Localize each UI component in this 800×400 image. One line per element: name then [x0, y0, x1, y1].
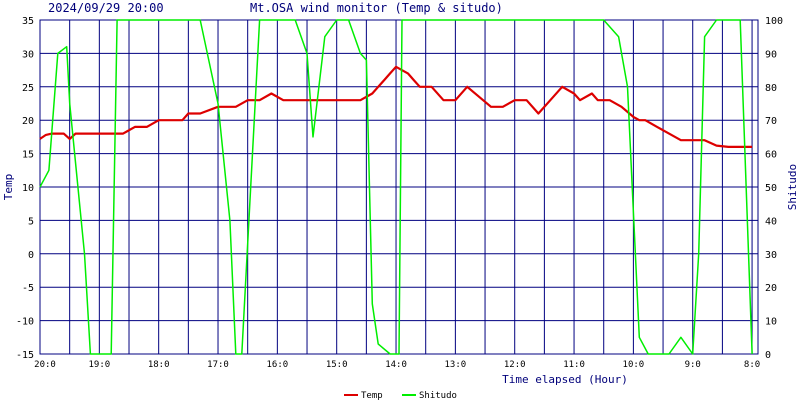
y-tick-left: -10	[16, 317, 34, 328]
y-tick-left: 20	[22, 116, 34, 127]
y-axis-right-label: Shitudo	[786, 164, 799, 210]
y-tick-left: -15	[16, 350, 34, 361]
series-line-temp	[39, 65, 753, 148]
legend-label-shitudo: Shitudo	[419, 391, 457, 400]
chart-datetime: 2024/09/29 20:00	[48, 1, 164, 15]
x-tick-label: 20:0	[34, 360, 56, 370]
y-tick-left: 35	[22, 16, 34, 27]
legend: Temp Shitudo	[344, 391, 457, 400]
x-tick-label: 12:0	[504, 360, 526, 370]
x-tick-label: 13:0	[445, 360, 467, 370]
y-tick-right: 90	[765, 49, 777, 60]
y-tick-right: 40	[765, 216, 777, 227]
legend-label-temp: Temp	[361, 391, 383, 400]
y-tick-left: 5	[28, 216, 34, 227]
x-tick-label: 19:0	[88, 360, 110, 370]
x-tick-label: 8:0	[744, 360, 760, 370]
series-layer	[39, 19, 753, 355]
chart-title: Mt.OSA wind monitor (Temp & situdo)	[250, 1, 503, 15]
y-tick-left: 0	[28, 250, 34, 261]
x-tick-label: 17:0	[207, 360, 229, 370]
y-tick-left: 15	[22, 150, 34, 161]
y-tick-right: 20	[765, 283, 777, 294]
x-axis-label: Time elapsed (Hour)	[502, 373, 628, 386]
y-tick-right: 100	[765, 16, 783, 27]
y-tick-right: 30	[765, 250, 777, 261]
y-tick-left: 25	[22, 83, 34, 94]
x-tick-label: 14:0	[385, 360, 407, 370]
x-axis-ticks: 20:0 19:0 18:0 17:0 16:0 15:0 14:0 13:0 12:0 11:0…	[34, 360, 760, 370]
y-axis-left-label: Temp	[2, 174, 15, 201]
y-tick-left: 10	[22, 183, 34, 194]
left-axis-ticks: 35 30 25 20 15 10 5 0 -5 -10 -15	[16, 16, 34, 361]
series-line-shitudo	[39, 19, 753, 355]
x-tick-label: 18:0	[148, 360, 170, 370]
x-tick-label: 15:0	[326, 360, 348, 370]
y-tick-right: 80	[765, 83, 777, 94]
y-tick-right: 70	[765, 116, 777, 127]
x-tick-label: 11:0	[563, 360, 585, 370]
y-tick-right: 10	[765, 317, 777, 328]
y-tick-right: 0	[765, 350, 771, 361]
y-tick-left: -5	[22, 283, 34, 294]
y-tick-right: 50	[765, 183, 777, 194]
x-tick-label: 10:0	[623, 360, 645, 370]
y-tick-right: 60	[765, 150, 777, 161]
x-tick-label: 16:0	[267, 360, 289, 370]
y-tick-left: 30	[22, 49, 34, 60]
x-tick-label: 9:0	[685, 360, 701, 370]
